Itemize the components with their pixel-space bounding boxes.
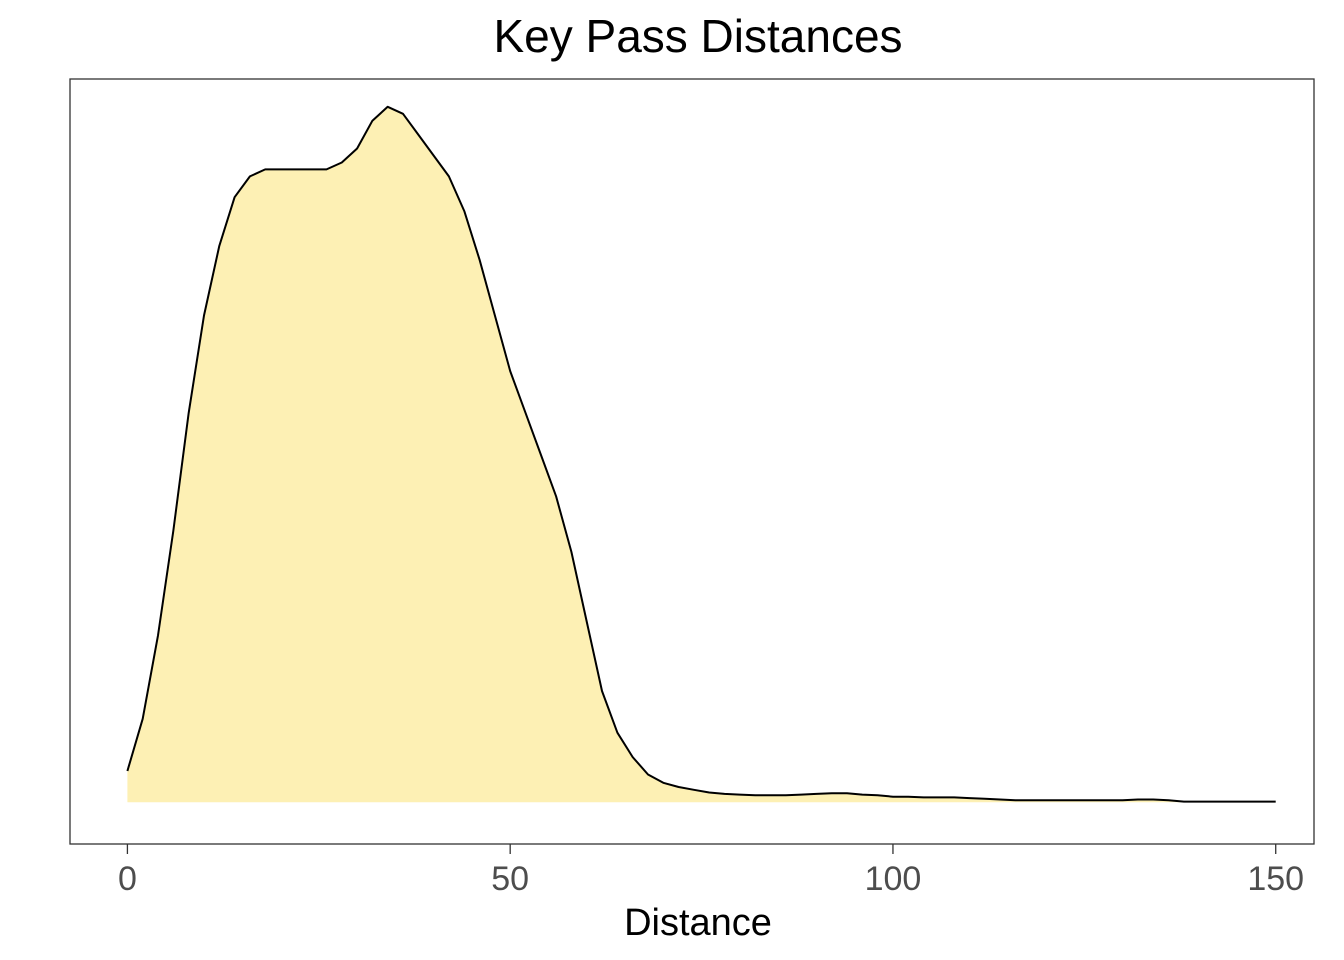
x-tick-label: 50: [491, 860, 529, 898]
x-tick-label: 0: [118, 860, 137, 898]
x-axis-title: Distance: [624, 902, 772, 944]
x-axis: 0 50 100 150: [118, 844, 1304, 898]
x-tick-label: 100: [865, 860, 922, 898]
chart-title: Key Pass Distances: [493, 10, 902, 62]
density-area-fill: [127, 106, 1276, 803]
panel-border: [69, 78, 1315, 845]
x-tick-label: 150: [1247, 860, 1304, 898]
density-curve: [126, 105, 1276, 803]
plot-area: [126, 105, 1276, 803]
